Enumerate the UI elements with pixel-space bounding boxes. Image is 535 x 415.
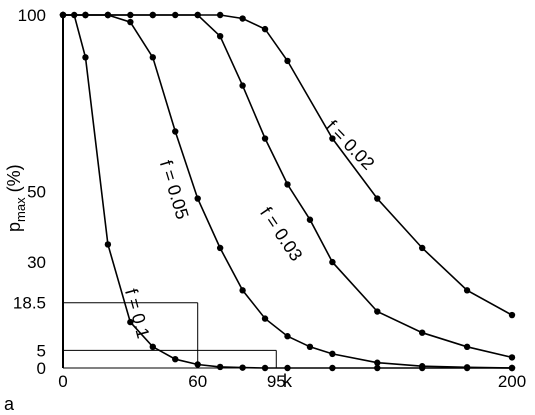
- y-tick-label-4: 50: [27, 183, 46, 202]
- data-point-s0-5: [149, 343, 156, 351]
- y-tick-labels: 05 18.5 30 50 100: [13, 6, 46, 378]
- data-point-s3-7: [261, 25, 269, 33]
- data-point-s1-14: [419, 363, 426, 370]
- data-point-s0-3: [104, 241, 112, 248]
- data-point-s3-1: [82, 11, 89, 19]
- data-point-s1-16: [508, 364, 516, 372]
- data-point-s3-2: [104, 11, 112, 19]
- y-tick-label-2: 18.5: [13, 294, 46, 313]
- data-point-s0-11: [284, 364, 291, 372]
- x-tick-label-3: 200: [498, 372, 526, 391]
- series-label-3: f = 0.02: [322, 116, 378, 173]
- x-tick-label-2: 95: [267, 372, 286, 391]
- data-point-s2-7: [216, 32, 224, 40]
- series-label-2: f = 0.03: [256, 203, 306, 264]
- data-point-s2-12: [329, 258, 336, 266]
- data-point-s2-5: [172, 11, 179, 19]
- data-point-s0-13: [374, 364, 381, 372]
- data-point-s3-13: [508, 311, 516, 319]
- data-point-s2-13: [374, 308, 381, 315]
- x-tick-labels: 0 60 95 200: [58, 372, 526, 391]
- data-point-s3-6: [239, 15, 246, 22]
- y-tick-label-5: 100: [18, 6, 46, 25]
- data-point-s1-11: [306, 343, 314, 351]
- x-tick-label-1: 60: [188, 372, 207, 391]
- data-point-s2-14: [419, 329, 426, 336]
- data-point-s3-4: [194, 11, 201, 19]
- series-points: [59, 11, 516, 372]
- data-point-s3-9: [329, 135, 336, 142]
- data-point-s1-6: [194, 195, 201, 202]
- data-point-s2-16: [508, 354, 516, 361]
- data-point-s2-10: [284, 181, 291, 188]
- data-point-s3-3: [149, 11, 156, 19]
- y-tick-label-1: 5: [37, 341, 46, 360]
- data-point-s1-9: [261, 315, 269, 322]
- data-point-s1-7: [216, 244, 224, 252]
- data-point-s1-15: [463, 364, 471, 371]
- data-point-s0-6: [172, 355, 179, 363]
- data-point-s2-9: [261, 135, 269, 142]
- y-tick-label-3: 30: [27, 253, 46, 272]
- data-point-s1-4: [149, 54, 156, 61]
- data-point-s0-2: [82, 54, 89, 61]
- data-point-s3-5: [216, 11, 224, 19]
- data-point-s3-11: [419, 244, 426, 252]
- panel-label: a: [4, 394, 15, 414]
- series-label-0: f = 0.1: [121, 286, 153, 340]
- data-point-s0-12: [329, 364, 336, 372]
- data-point-s1-8: [239, 287, 246, 294]
- data-point-s1-13: [374, 359, 381, 366]
- y-tick-label-0: 0: [37, 359, 46, 378]
- y-axis-label-unit: (%): [4, 164, 24, 197]
- data-point-s2-11: [306, 216, 314, 223]
- data-point-s0-10: [261, 364, 269, 372]
- series-line-3: [63, 14, 513, 316]
- data-point-s1-3: [127, 18, 134, 26]
- data-point-s0-8: [216, 363, 224, 371]
- data-point-s0-4: [127, 318, 134, 326]
- data-point-s0-1: [71, 11, 78, 19]
- data-point-s1-5: [172, 128, 179, 135]
- y-axis-label-text: pmax (%): [4, 164, 28, 232]
- series-labels: f = 0.1f = 0.05f = 0.03f = 0.02: [121, 116, 378, 340]
- y-axis-label: pmax (%): [4, 164, 28, 232]
- data-point-s2-8: [239, 82, 246, 89]
- x-tick-label-0: 0: [58, 372, 67, 391]
- data-point-s2-3: [127, 11, 134, 19]
- data-point-s1-10: [284, 333, 291, 340]
- data-point-s3-8: [284, 57, 291, 65]
- data-point-s2-15: [463, 343, 471, 351]
- x-axis-label: k: [283, 371, 293, 391]
- data-point-s0-9: [239, 364, 246, 371]
- data-point-s3-0: [59, 11, 67, 19]
- reference-lines: [63, 302, 277, 368]
- y-axis-label-sub: max: [13, 197, 28, 222]
- y-axis-label-main: p: [4, 222, 24, 232]
- data-point-s1-12: [329, 350, 336, 358]
- data-point-s3-12: [463, 287, 471, 294]
- data-point-s3-10: [374, 195, 381, 202]
- data-point-s0-7: [194, 361, 201, 368]
